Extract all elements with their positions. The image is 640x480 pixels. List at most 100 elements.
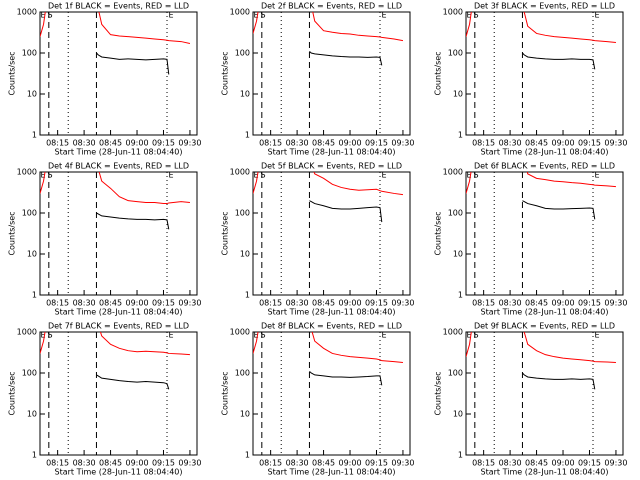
x-axis-label: Start Time (28-Jun-11 08:04:40) xyxy=(268,148,396,157)
x-tick-label: 09:00 xyxy=(125,459,148,468)
x-axis-label: Start Time (28-Jun-11 08:04:40) xyxy=(55,308,183,317)
annotation: S xyxy=(260,11,265,20)
plot-frame xyxy=(465,331,624,456)
x-tick-label: 09:00 xyxy=(551,139,574,148)
annotation: E xyxy=(594,11,599,20)
x-tick-label: 09:30 xyxy=(604,459,627,468)
annotation: E xyxy=(594,171,599,180)
annotation: S xyxy=(47,171,52,180)
annotation: E xyxy=(594,331,599,340)
annotation: E xyxy=(168,171,173,180)
panel: Det 7f BLACK = Events, RED = LLD Start Ti… xyxy=(8,322,202,477)
y-axis-label: Counts/sec xyxy=(8,371,17,415)
x-tick-label: 09:00 xyxy=(551,299,574,308)
x-tick-label: 09:00 xyxy=(125,299,148,308)
chart-title: Det 1f BLACK = Events, RED = LLD xyxy=(48,2,189,11)
series-line xyxy=(253,332,403,364)
y-tick-label: 10 xyxy=(240,250,250,259)
panel: Det 5f BLACK = Events, RED = LLD Start Ti… xyxy=(221,162,415,317)
y-tick-label: 1 xyxy=(458,291,463,300)
chart-title: Det 7f BLACK = Events, RED = LLD xyxy=(48,322,189,331)
panel: Det 2f BLACK = Events, RED = LLD Start Ti… xyxy=(221,2,415,157)
x-tick-label: 09:30 xyxy=(604,139,627,148)
y-tick-label: 1000 xyxy=(17,328,37,337)
y-tick-label: 1 xyxy=(32,291,37,300)
x-tick-label: 08:30 xyxy=(73,459,96,468)
x-tick-label: 08:15 xyxy=(46,459,69,468)
x-tick-label: 08:30 xyxy=(73,299,96,308)
y-tick-label: 1 xyxy=(32,131,37,140)
y-axis-label: Counts/sec xyxy=(221,211,230,255)
y-tick-label: 10 xyxy=(453,250,463,259)
y-tick-label: 1000 xyxy=(17,168,37,177)
y-tick-label: 100 xyxy=(22,49,37,58)
y-axis-label: Counts/sec xyxy=(434,51,443,95)
series-line xyxy=(466,172,616,194)
y-axis-label: Counts/sec xyxy=(434,211,443,255)
x-tick-label: 08:45 xyxy=(99,139,122,148)
x-tick-label: 08:45 xyxy=(99,459,122,468)
plot-frame xyxy=(252,171,411,296)
annotation: E xyxy=(168,11,173,20)
series-line xyxy=(309,200,383,223)
chart-title: Det 8f BLACK = Events, RED = LLD xyxy=(261,322,402,331)
x-tick-label: 09:15 xyxy=(578,299,601,308)
annotation: E xyxy=(168,331,173,340)
y-tick-label: 1 xyxy=(245,291,250,300)
x-tick-label: 08:15 xyxy=(259,299,282,308)
x-tick-label: 08:15 xyxy=(472,459,495,468)
y-axis-label: Counts/sec xyxy=(221,51,230,95)
chart-title: Det 4f BLACK = Events, RED = LLD xyxy=(48,162,189,171)
y-tick-label: 10 xyxy=(240,90,250,99)
y-tick-label: 1000 xyxy=(230,8,250,17)
x-tick-label: 09:15 xyxy=(578,459,601,468)
x-tick-label: 09:30 xyxy=(391,299,414,308)
x-tick-label: 09:30 xyxy=(178,459,201,468)
series-line xyxy=(309,50,383,66)
x-tick-label: 08:45 xyxy=(525,139,548,148)
plot-frame xyxy=(252,11,411,136)
x-tick-label: 09:30 xyxy=(178,139,201,148)
y-tick-label: 100 xyxy=(235,369,250,378)
x-tick-label: 09:15 xyxy=(152,299,175,308)
y-axis-label: Counts/sec xyxy=(8,51,17,95)
y-tick-label: 1000 xyxy=(443,168,463,177)
series-line xyxy=(522,52,596,70)
x-tick-label: 09:30 xyxy=(391,139,414,148)
x-tick-label: 09:00 xyxy=(125,139,148,148)
y-tick-label: 1000 xyxy=(230,168,250,177)
annotation: E xyxy=(253,331,258,340)
series-line xyxy=(96,212,170,230)
x-tick-label: 08:30 xyxy=(499,299,522,308)
plot-frame xyxy=(39,331,198,456)
plot-frame xyxy=(252,331,411,456)
x-tick-label: 09:00 xyxy=(338,299,361,308)
y-tick-label: 1 xyxy=(458,451,463,460)
x-tick-label: 08:45 xyxy=(312,459,335,468)
x-tick-label: 08:30 xyxy=(286,299,309,308)
y-tick-label: 100 xyxy=(22,209,37,218)
y-tick-label: 1000 xyxy=(230,328,250,337)
x-tick-label: 08:15 xyxy=(46,139,69,148)
y-tick-label: 100 xyxy=(448,49,463,58)
panel: Det 3f BLACK = Events, RED = LLD Start Ti… xyxy=(434,2,628,157)
series-line xyxy=(309,370,383,386)
x-tick-label: 08:15 xyxy=(259,459,282,468)
series-line xyxy=(40,172,190,205)
x-tick-label: 09:30 xyxy=(604,299,627,308)
annotation: E xyxy=(40,11,45,20)
annotation: S xyxy=(47,11,52,20)
y-tick-label: 1000 xyxy=(17,8,37,17)
x-tick-label: 09:30 xyxy=(391,459,414,468)
annotation: E xyxy=(253,171,258,180)
chart-title: Det 3f BLACK = Events, RED = LLD xyxy=(474,2,615,11)
series-line xyxy=(96,374,170,390)
x-tick-label: 08:30 xyxy=(286,459,309,468)
series-line xyxy=(40,12,191,45)
x-tick-label: 08:30 xyxy=(73,139,96,148)
x-tick-label: 09:15 xyxy=(365,139,388,148)
y-tick-label: 10 xyxy=(453,410,463,419)
x-tick-label: 08:45 xyxy=(525,299,548,308)
x-tick-label: 09:00 xyxy=(338,459,361,468)
